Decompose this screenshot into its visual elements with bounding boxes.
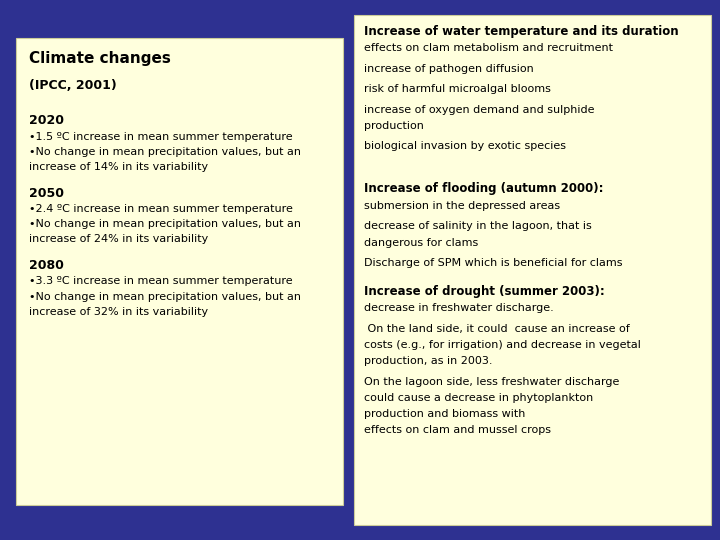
Text: could cause a decrease in phytoplankton: could cause a decrease in phytoplankton — [364, 393, 593, 403]
Text: On the land side, it could  cause an increase of: On the land side, it could cause an incr… — [364, 324, 630, 334]
Text: increase of 24% in its variability: increase of 24% in its variability — [29, 234, 208, 245]
Text: increase of 32% in its variability: increase of 32% in its variability — [29, 307, 208, 317]
Text: Discharge of SPM which is beneficial for clams: Discharge of SPM which is beneficial for… — [364, 258, 623, 268]
FancyBboxPatch shape — [16, 38, 343, 505]
Text: dangerous for clams: dangerous for clams — [364, 238, 479, 247]
Text: 2020: 2020 — [29, 114, 64, 127]
Text: increase of oxygen demand and sulphide: increase of oxygen demand and sulphide — [364, 105, 595, 115]
Text: •3.3 ºC increase in mean summer temperature: •3.3 ºC increase in mean summer temperat… — [29, 276, 292, 287]
Text: •No change in mean precipitation values, but an: •No change in mean precipitation values,… — [29, 219, 301, 230]
FancyBboxPatch shape — [354, 15, 711, 525]
Text: increase of 14% in its variability: increase of 14% in its variability — [29, 162, 208, 172]
Text: decrease of salinity in the lagoon, that is: decrease of salinity in the lagoon, that… — [364, 221, 592, 231]
Text: submersion in the depressed areas: submersion in the depressed areas — [364, 201, 560, 211]
Text: •No change in mean precipitation values, but an: •No change in mean precipitation values,… — [29, 147, 301, 157]
Text: production, as in 2003.: production, as in 2003. — [364, 356, 492, 366]
Text: effects on clam and mussel crops: effects on clam and mussel crops — [364, 426, 552, 435]
Text: (IPCC, 2001): (IPCC, 2001) — [29, 79, 117, 92]
Text: •No change in mean precipitation values, but an: •No change in mean precipitation values,… — [29, 292, 301, 302]
Text: Increase of flooding (autumn 2000):: Increase of flooding (autumn 2000): — [364, 183, 604, 195]
Text: biological invasion by exotic species: biological invasion by exotic species — [364, 141, 567, 152]
Text: 2080: 2080 — [29, 259, 63, 272]
Text: Climate changes: Climate changes — [29, 51, 171, 66]
Text: •2.4 ºC increase in mean summer temperature: •2.4 ºC increase in mean summer temperat… — [29, 204, 292, 214]
Text: decrease in freshwater discharge.: decrease in freshwater discharge. — [364, 303, 554, 313]
Text: Increase of drought (summer 2003):: Increase of drought (summer 2003): — [364, 285, 605, 298]
Text: On the lagoon side, less freshwater discharge: On the lagoon side, less freshwater disc… — [364, 377, 620, 387]
Text: increase of pathogen diffusion: increase of pathogen diffusion — [364, 64, 534, 74]
Text: •1.5 ºC increase in mean summer temperature: •1.5 ºC increase in mean summer temperat… — [29, 132, 292, 142]
Text: 2050: 2050 — [29, 187, 64, 200]
Text: production and biomass with: production and biomass with — [364, 409, 526, 419]
Text: effects on clam metabolism and recruitment: effects on clam metabolism and recruitme… — [364, 43, 613, 53]
Text: production: production — [364, 121, 424, 131]
Text: risk of harmful microalgal blooms: risk of harmful microalgal blooms — [364, 84, 552, 94]
Text: costs (e.g., for irrigation) and decrease in vegetal: costs (e.g., for irrigation) and decreas… — [364, 340, 642, 350]
Text: Increase of water temperature and its duration: Increase of water temperature and its du… — [364, 25, 679, 38]
